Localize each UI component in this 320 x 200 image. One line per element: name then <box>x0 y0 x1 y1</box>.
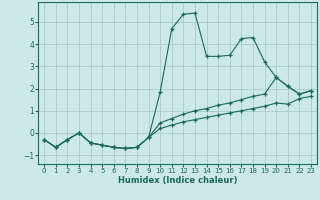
X-axis label: Humidex (Indice chaleur): Humidex (Indice chaleur) <box>118 176 237 185</box>
